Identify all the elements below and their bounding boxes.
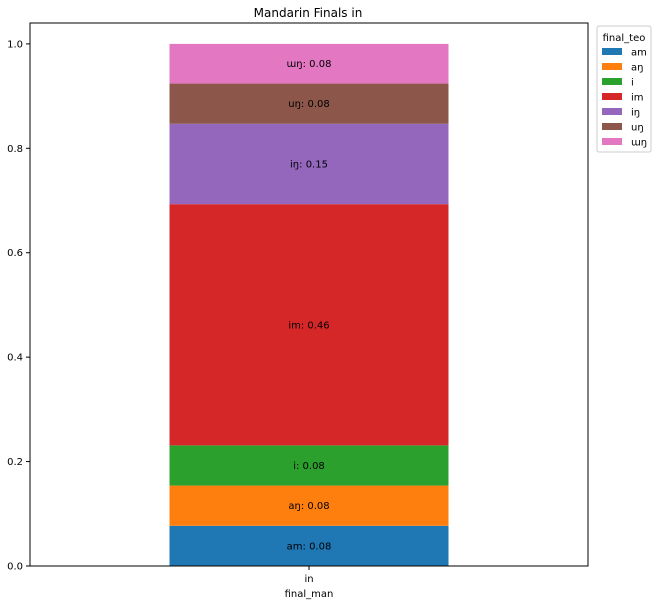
- legend-title: final_teo: [603, 33, 646, 44]
- y-tick-label: 0.8: [7, 144, 23, 155]
- bar-segment-uŋ: [169, 83, 449, 124]
- bar-segments: [169, 43, 449, 566]
- legend-label: i: [631, 78, 634, 89]
- legend-swatch-aŋ: [602, 63, 622, 70]
- bar-data-labels: am: 0.08 aŋ: 0.08 i: 0.08 im: 0.46 iŋ: 0.15 u…: [287, 59, 332, 552]
- bar-label: i: 0.08: [293, 461, 325, 472]
- bar-segment-im: [169, 204, 449, 446]
- legend-swatch-i: [602, 78, 622, 85]
- bar-label: uŋ: 0.08: [288, 99, 330, 110]
- bar-segment-aŋ: [169, 485, 449, 526]
- legend-swatch-am: [602, 48, 622, 55]
- bar-label: iŋ: 0.15: [290, 159, 328, 170]
- legend-frame: [596, 25, 652, 153]
- legend-swatch-im: [602, 93, 622, 100]
- bar-label: am: 0.08: [287, 541, 332, 552]
- bar-segment-i: [169, 445, 449, 486]
- legend-label: am: [631, 48, 647, 59]
- y-tick-label: 0.6: [7, 248, 23, 259]
- chart-title: Mandarin Finals in: [254, 6, 363, 20]
- legend: final_teo am aŋ i im iŋ uŋ ɯŋ: [596, 25, 652, 153]
- bar-segment-iŋ: [169, 123, 449, 205]
- legend-label: ɯŋ: [631, 138, 647, 149]
- y-tick-label: 0.2: [7, 457, 23, 468]
- legend-swatch-ɯŋ: [602, 138, 622, 145]
- legend-label: im: [631, 93, 644, 104]
- x-tick-label: in: [304, 574, 313, 585]
- legend-label: uŋ: [631, 123, 644, 134]
- bar-segment-ɯŋ: [169, 43, 449, 84]
- legend-swatch-uŋ: [602, 123, 622, 130]
- legend-label: aŋ: [631, 63, 643, 74]
- x-axis-ticks: in: [304, 566, 314, 585]
- legend-swatch-iŋ: [602, 108, 622, 115]
- x-axis-label: final_man: [285, 589, 334, 600]
- bar-label: ɯŋ: 0.08: [287, 59, 332, 70]
- y-tick-label: 1.0: [7, 39, 23, 50]
- bar-label: im: 0.46: [288, 320, 329, 331]
- y-axis-ticks: 0.0 0.2 0.4 0.6 0.8 1.0: [7, 39, 30, 573]
- bar-segment-am: [169, 525, 449, 566]
- legend-items: am aŋ i im iŋ uŋ ɯŋ: [602, 48, 647, 149]
- bar-label: aŋ: 0.08: [288, 501, 329, 512]
- y-tick-label: 0.4: [7, 353, 23, 364]
- legend-label: iŋ: [631, 108, 640, 119]
- y-tick-label: 0.0: [7, 562, 23, 573]
